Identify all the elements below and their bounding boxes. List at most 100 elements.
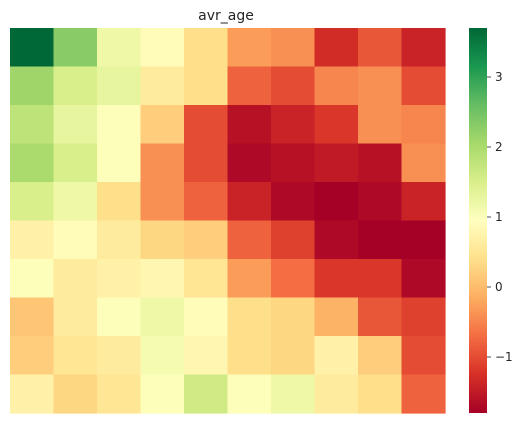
heatmap-cell-r0-c6 — [271, 28, 316, 68]
heatmap-cell-r0-c4 — [184, 28, 229, 68]
heatmap-cell-r0-c1 — [53, 28, 98, 68]
heatmap-cell-r7-c7 — [314, 297, 359, 337]
colorbar — [469, 28, 487, 413]
chart-title: avr_age — [198, 8, 254, 24]
heatmap-cell-r6-c3 — [140, 259, 185, 299]
heatmap-cell-r9-c7 — [314, 374, 359, 414]
heatmap-cell-r6-c2 — [97, 259, 142, 299]
heatmap-cell-r5-c3 — [140, 220, 185, 260]
heatmap-cell-r7-c2 — [97, 297, 142, 337]
heatmap-cell-r9-c6 — [271, 374, 316, 414]
heatmap-cell-r0-c9 — [401, 28, 446, 68]
colorbar-tick-label: 2 — [495, 140, 503, 154]
heatmap-cell-r1-c6 — [271, 66, 316, 106]
colorbar-tick-label: 0 — [495, 280, 503, 294]
heatmap-cell-r6-c7 — [314, 259, 359, 299]
heatmap-cell-r5-c9 — [401, 220, 446, 260]
heatmap-cell-r9-c0 — [10, 374, 55, 414]
heatmap-cell-r6-c0 — [10, 259, 55, 299]
heatmap-cell-r4-c7 — [314, 182, 359, 222]
heatmap-cell-r6-c1 — [53, 259, 98, 299]
heatmap-cell-r2-c3 — [140, 105, 185, 145]
heatmap-cell-r9-c3 — [140, 374, 185, 414]
heatmap-cell-r1-c2 — [97, 66, 142, 106]
heatmap-cell-r7-c4 — [184, 297, 229, 337]
heatmap-cell-r4-c4 — [184, 182, 229, 222]
heatmap-cell-r1-c1 — [53, 66, 98, 106]
heatmap-cell-r7-c5 — [227, 297, 272, 337]
heatmap-cell-r9-c4 — [184, 374, 229, 414]
colorbar-tick-label: −1 — [495, 350, 513, 364]
heatmap-cell-r0-c7 — [314, 28, 359, 68]
heatmap-cell-r3-c3 — [140, 143, 185, 183]
heatmap-cell-r9-c8 — [358, 374, 403, 414]
heatmap-cell-r6-c4 — [184, 259, 229, 299]
heatmap-cell-r7-c8 — [358, 297, 403, 337]
heatmap-cell-r1-c9 — [401, 66, 446, 106]
heatmap-cell-r1-c0 — [10, 66, 55, 106]
heatmap-cell-r4-c0 — [10, 182, 55, 222]
heatmap-cell-r3-c5 — [227, 143, 272, 183]
heatmap-cell-r0-c0 — [10, 28, 55, 68]
heatmap-cell-r5-c7 — [314, 220, 359, 260]
heatmap-cell-r7-c1 — [53, 297, 98, 337]
heatmap-cell-r3-c2 — [97, 143, 142, 183]
heatmap-cell-r4-c8 — [358, 182, 403, 222]
heatmap-cell-r8-c3 — [140, 336, 185, 376]
heatmap-cell-r2-c4 — [184, 105, 229, 145]
heatmap-cell-r4-c3 — [140, 182, 185, 222]
heatmap-cell-r6-c9 — [401, 259, 446, 299]
heatmap-cell-r3-c9 — [401, 143, 446, 183]
heatmap-cell-r7-c9 — [401, 297, 446, 337]
heatmap-cell-r2-c2 — [97, 105, 142, 145]
heatmap-cell-r4-c6 — [271, 182, 316, 222]
heatmap-cell-r8-c9 — [401, 336, 446, 376]
heatmap-cell-r2-c1 — [53, 105, 98, 145]
heatmap-cell-r3-c7 — [314, 143, 359, 183]
heatmap-cell-r9-c2 — [97, 374, 142, 414]
colorbar-tick-label: 1 — [495, 210, 503, 224]
heatmap-cell-r3-c8 — [358, 143, 403, 183]
heatmap-cell-r9-c5 — [227, 374, 272, 414]
heatmap-cell-r1-c3 — [140, 66, 185, 106]
heatmap-cell-r1-c4 — [184, 66, 229, 106]
heatmap-cell-r8-c5 — [227, 336, 272, 376]
heatmap-cell-r2-c6 — [271, 105, 316, 145]
heatmap-cell-r4-c1 — [53, 182, 98, 222]
heatmap-cell-r8-c0 — [10, 336, 55, 376]
heatmap-cell-r6-c5 — [227, 259, 272, 299]
heatmap-cell-r1-c7 — [314, 66, 359, 106]
heatmap-cell-r8-c7 — [314, 336, 359, 376]
heatmap-cell-r3-c0 — [10, 143, 55, 183]
heatmap-cell-r8-c2 — [97, 336, 142, 376]
colorbar-ticks: −1 0 1 2 3 — [487, 70, 513, 364]
heatmap-cell-r5-c4 — [184, 220, 229, 260]
heatmap-cell-r8-c8 — [358, 336, 403, 376]
heatmap-cell-r0-c5 — [227, 28, 272, 68]
heatmap-cell-r8-c4 — [184, 336, 229, 376]
heatmap-cell-r1-c8 — [358, 66, 403, 106]
heatmap-cell-r0-c8 — [358, 28, 403, 68]
heatmap-cell-r2-c0 — [10, 105, 55, 145]
heatmap-cell-r8-c1 — [53, 336, 98, 376]
heatmap-cell-r5-c5 — [227, 220, 272, 260]
heatmap-cell-r5-c8 — [358, 220, 403, 260]
heatmap-cell-r5-c2 — [97, 220, 142, 260]
heatmap-cell-r3-c4 — [184, 143, 229, 183]
heatmap-cell-r6-c6 — [271, 259, 316, 299]
heatmap-cell-r2-c8 — [358, 105, 403, 145]
heatmap-cell-r2-c5 — [227, 105, 272, 145]
heatmap-cell-r7-c0 — [10, 297, 55, 337]
heatmap-cell-r6-c8 — [358, 259, 403, 299]
heatmap-cell-r3-c6 — [271, 143, 316, 183]
heatmap-cells — [10, 28, 446, 414]
heatmap-cell-r9-c9 — [401, 374, 446, 414]
heatmap-cell-r5-c0 — [10, 220, 55, 260]
heatmap-cell-r5-c1 — [53, 220, 98, 260]
heatmap-cell-r2-c7 — [314, 105, 359, 145]
heatmap-cell-r1-c5 — [227, 66, 272, 106]
heatmap-cell-r0-c3 — [140, 28, 185, 68]
heatmap-cell-r9-c1 — [53, 374, 98, 414]
heatmap-cell-r8-c6 — [271, 336, 316, 376]
